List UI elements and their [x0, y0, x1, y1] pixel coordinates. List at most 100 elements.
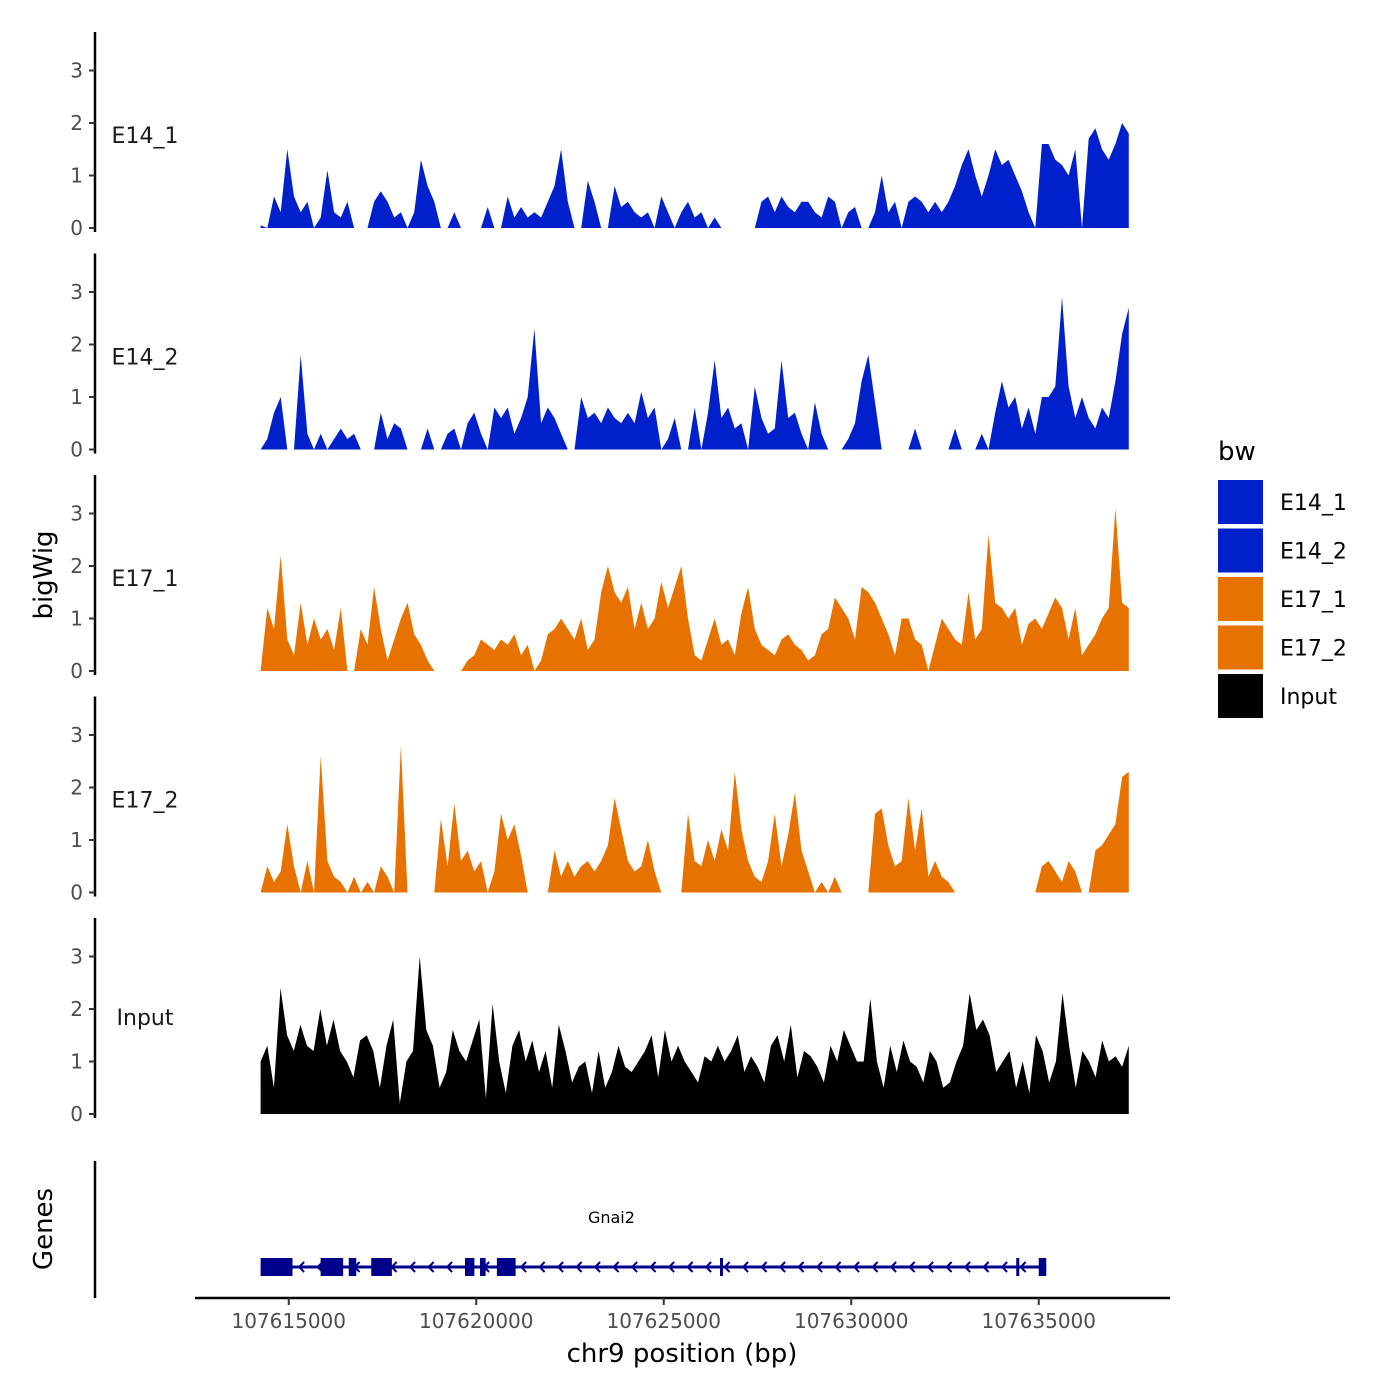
x-tick-label: 107635000 — [981, 1309, 1096, 1333]
strand-arrow — [871, 1261, 879, 1273]
x-ticks: 107615000 107620000 107625000 107630000 1076… — [231, 1298, 1096, 1333]
gene-panel: Genes Gnai2 — [29, 1161, 1047, 1298]
legend-swatch — [1218, 528, 1263, 573]
strand-arrow — [538, 1261, 546, 1273]
gene-exon — [465, 1258, 475, 1276]
signal-area-E17_2 — [260, 745, 1129, 893]
x-axis-title: chr9 position (bp) — [567, 1339, 798, 1369]
y-tick-label: 0 — [70, 659, 83, 683]
x-tick-label: 107615000 — [231, 1309, 346, 1333]
y-tick-label: 3 — [70, 723, 83, 747]
strand-arrow — [704, 1261, 712, 1273]
legend-label: E14_1 — [1280, 491, 1347, 516]
strand-arrow — [926, 1261, 934, 1273]
strand-arrow — [667, 1261, 675, 1273]
track-Input: 0 1 2 3 Input — [70, 918, 1129, 1126]
strand-arrow — [445, 1261, 453, 1273]
y-tick-label: 2 — [70, 997, 83, 1021]
gene-exon — [371, 1258, 392, 1276]
legend-title: bw — [1218, 437, 1256, 467]
y-tick-label: 1 — [70, 385, 83, 409]
track-E14_1: 0 1 2 3 E14_1 — [70, 32, 1129, 240]
x-tick-label: 107630000 — [794, 1309, 909, 1333]
legend-item: Input — [1218, 674, 1337, 718]
legend-item: E14_2 — [1218, 528, 1347, 573]
legend-item: E14_1 — [1218, 480, 1347, 524]
strand-arrow — [982, 1261, 990, 1273]
signal-area-E14_1 — [260, 123, 1129, 228]
track-label: E14_1 — [112, 124, 179, 149]
gene-exon — [480, 1258, 486, 1276]
gene-exon — [1016, 1258, 1020, 1276]
legend-swatch — [1218, 480, 1263, 524]
gene-exon — [260, 1258, 293, 1276]
strand-arrow — [1019, 1261, 1027, 1273]
y-tick-label: 3 — [70, 945, 83, 969]
y-tick-label: 0 — [70, 438, 83, 462]
track-label: E17_2 — [112, 789, 179, 814]
strand-arrow — [815, 1261, 823, 1273]
strand-arrow — [889, 1261, 897, 1273]
gene-panel-title: Genes — [29, 1188, 59, 1270]
y-tick-label: 0 — [70, 881, 83, 905]
track-label: E14_2 — [112, 346, 179, 371]
y-tick-label: 1 — [70, 164, 83, 188]
strand-arrow — [741, 1261, 749, 1273]
strand-arrow — [575, 1261, 583, 1273]
strand-arrow — [427, 1261, 435, 1273]
strand-arrow — [760, 1261, 768, 1273]
legend-items: E14_1 E14_2 E17_1 E17_2 Input — [1218, 480, 1347, 718]
signal-area-Input — [260, 956, 1129, 1114]
y-tick-label: 2 — [70, 554, 83, 578]
strand-arrow — [908, 1261, 916, 1273]
strand-arrow — [297, 1261, 305, 1273]
y-tick-label: 0 — [70, 216, 83, 240]
legend-swatch — [1218, 577, 1263, 621]
y-tick-label: 3 — [70, 280, 83, 304]
legend: bw E14_1 E14_2 E17_1 E17_2 Input — [1218, 437, 1347, 718]
strand-arrow — [778, 1261, 786, 1273]
track-label: E17_1 — [112, 567, 179, 592]
strand-arrow — [630, 1261, 638, 1273]
strand-arrow — [723, 1261, 731, 1273]
y-tick-label: 0 — [70, 1102, 83, 1126]
track-E14_2: 0 1 2 3 E14_2 — [70, 253, 1129, 462]
x-tick-label: 107625000 — [606, 1309, 721, 1333]
y-axis-title: bigWig — [29, 530, 59, 619]
legend-label: E17_1 — [1280, 588, 1347, 613]
strand-arrow — [612, 1261, 620, 1273]
legend-item: E17_1 — [1218, 577, 1347, 621]
strand-arrow — [797, 1261, 805, 1273]
legend-label: Input — [1280, 685, 1337, 710]
legend-swatch — [1218, 674, 1263, 718]
gene-exon — [496, 1258, 516, 1276]
strand-arrow — [945, 1261, 953, 1273]
y-tick-label: 1 — [70, 1050, 83, 1074]
legend-label: E14_2 — [1280, 540, 1347, 565]
y-tick-label: 3 — [70, 502, 83, 526]
x-axis: 107615000 107620000 107625000 107630000 1076… — [195, 1296, 1170, 1369]
strand-arrow — [963, 1261, 971, 1273]
legend-item: E17_2 — [1218, 625, 1347, 670]
gene-name-label: Gnai2 — [588, 1208, 635, 1227]
strand-arrow — [519, 1261, 527, 1273]
y-tick-label: 1 — [70, 607, 83, 631]
gene-models: Gnai2 — [260, 1208, 1047, 1276]
strand-arrow — [834, 1261, 842, 1273]
strand-arrow — [593, 1261, 601, 1273]
strand-arrow — [556, 1261, 564, 1273]
y-tick-label: 2 — [70, 111, 83, 135]
bigwig-tracks: 0 1 2 3 E14_1 0 1 2 3 E14_2 0 1 2 3 E17_1 0 1 2 3 E17_2 0 1 2 3… — [70, 32, 1129, 1126]
y-tick-label: 1 — [70, 828, 83, 852]
signal-area-E14_2 — [260, 297, 1129, 450]
gene-exon — [320, 1258, 344, 1276]
gene-exon — [1038, 1258, 1047, 1276]
track-label: Input — [117, 1006, 174, 1031]
x-tick-label: 107620000 — [419, 1309, 534, 1333]
legend-label: E17_2 — [1280, 637, 1347, 662]
track-E17_2: 0 1 2 3 E17_2 — [70, 696, 1129, 905]
signal-area-E17_1 — [260, 508, 1129, 671]
track-E17_1: 0 1 2 3 E17_1 — [70, 475, 1129, 683]
y-tick-label: 2 — [70, 333, 83, 357]
